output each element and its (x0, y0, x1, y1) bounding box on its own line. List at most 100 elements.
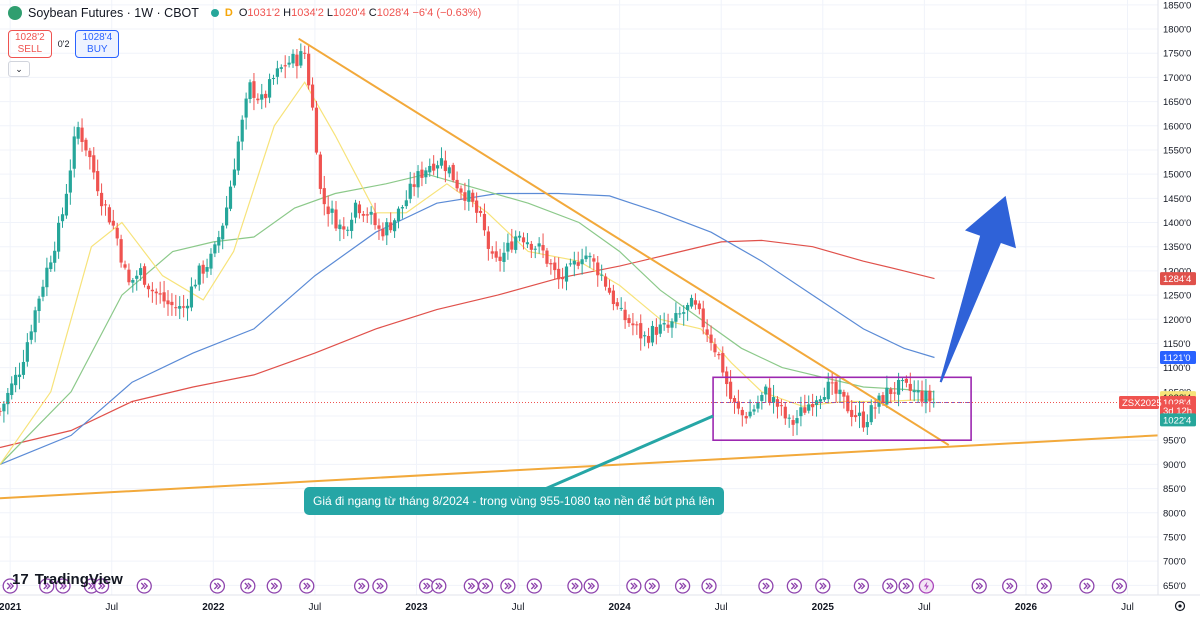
candle-body (424, 170, 428, 178)
lightning-event-icon (923, 581, 929, 591)
candle-body (365, 214, 369, 216)
candle-body (760, 394, 764, 401)
candle-body (279, 67, 283, 69)
candle-body (908, 383, 912, 391)
candle-body (537, 243, 541, 247)
buy-button[interactable]: 1028'4 BUY (75, 30, 120, 58)
candle-body (740, 409, 744, 416)
candle-body (322, 188, 326, 205)
candle-body (830, 382, 834, 384)
candle-body (170, 301, 174, 306)
candle-body (17, 374, 22, 378)
candle-body (392, 220, 397, 232)
candle-body (666, 324, 670, 328)
candle-body (564, 266, 569, 282)
event-arrow-icon (1083, 582, 1091, 590)
time-tick-label: Jul (512, 602, 525, 613)
candle-body (162, 292, 166, 302)
candle-body (514, 236, 518, 250)
event-arrow-icon (902, 582, 911, 590)
candle-body (14, 374, 18, 386)
candle-body (834, 381, 838, 394)
candle-body (96, 171, 100, 192)
event-arrow-icon (790, 582, 799, 590)
ohlc-values: O1031'2 H1034'2 L1020'4 C1028'4 −6'4 (−0… (238, 7, 482, 19)
candle-body (318, 154, 322, 189)
candle-body (463, 192, 467, 201)
time-tick-label: 2023 (405, 602, 428, 613)
candle-body (584, 255, 588, 260)
candle-body (25, 342, 29, 362)
candle-body (53, 250, 57, 263)
annotation-callout[interactable]: Giá đi ngang từ tháng 8/2024 - trong vùn… (304, 487, 724, 515)
candle-body (310, 84, 315, 108)
candle-body (416, 171, 420, 188)
price-tick-label: 750'0 (1163, 532, 1186, 543)
price-tick-label: 900'0 (1163, 460, 1186, 471)
event-arrow-icon (975, 582, 984, 590)
candle-body (752, 409, 756, 412)
trade-buttons: 1028'2 SELL 0'2 1028'4 BUY (8, 30, 120, 58)
time-tick-label: 2024 (609, 602, 632, 613)
candle-body (654, 326, 658, 335)
candle-body (451, 164, 455, 181)
time-axis[interactable]: 2021 Jul 2022 Jul 2023 Jul 2024 Jul 2025 Jul 2026 J… (0, 594, 1200, 613)
candle-body (400, 207, 405, 209)
ma-red-line (0, 239, 935, 449)
price-tick-label: 1800'0 (1163, 25, 1191, 36)
candle-body (45, 267, 49, 288)
event-arrow-icon (571, 582, 579, 590)
price-tick-label: 1150'0 (1163, 339, 1191, 350)
time-tick-label: Jul (715, 602, 728, 613)
candle-body (256, 98, 260, 101)
candle-body (787, 417, 791, 419)
candle-body (779, 405, 783, 407)
candle-body (385, 222, 389, 236)
candle-body (881, 395, 885, 404)
candle-body (158, 293, 162, 295)
tradingview-logo: 17 TradingView (12, 571, 123, 588)
candle-body (857, 412, 862, 416)
candle-body (846, 395, 850, 412)
candle-body (381, 228, 385, 237)
tradingview-name: TradingView (34, 571, 123, 588)
price-tick-label: 1400'0 (1163, 218, 1191, 229)
time-tick-label: 2025 (812, 602, 835, 613)
price-label: 1284'4 (1163, 274, 1191, 285)
event-arrow-icon (140, 582, 149, 590)
candle-body (889, 389, 893, 395)
candle-body (893, 392, 897, 394)
candle-body (920, 390, 924, 402)
ma-yellow-line (0, 81, 935, 465)
sell-button[interactable]: 1028'2 SELL (8, 30, 52, 58)
candle-body (338, 224, 342, 230)
candle-body (682, 312, 686, 314)
price-tick-label: 1550'0 (1163, 145, 1191, 156)
candle-body (928, 390, 932, 402)
candle-body (307, 53, 311, 86)
candle-body (435, 165, 440, 169)
candle-body (342, 226, 346, 230)
candle-body (135, 275, 139, 279)
candle-body (674, 313, 678, 322)
candle-body (885, 387, 889, 405)
candle-body (838, 389, 842, 395)
candle-body (2, 403, 6, 412)
price-label: 3d 12h (1163, 406, 1192, 417)
candle-body (72, 136, 76, 169)
candle-body (334, 209, 338, 229)
candle-body (166, 300, 170, 305)
symbol-title[interactable]: Soybean Futures · 1W · CBOT (28, 6, 199, 20)
price-tick-label: 1200'0 (1163, 315, 1191, 326)
event-arrow-icon (213, 582, 222, 590)
price-axis[interactable]: 650'0700'0750'0800'0850'0900'0950'01000'… (1119, 0, 1196, 595)
sell-price: 1028'2 (15, 32, 45, 43)
event-arrow-icon (303, 582, 311, 590)
tradingview-mark-icon: 17 (12, 571, 29, 588)
candle-body (291, 53, 295, 64)
candle-body (697, 303, 701, 310)
event-arrow-icon (679, 582, 687, 590)
collapse-legend-chevron-icon[interactable]: ⌄ (8, 61, 30, 77)
candle-body (154, 291, 158, 294)
